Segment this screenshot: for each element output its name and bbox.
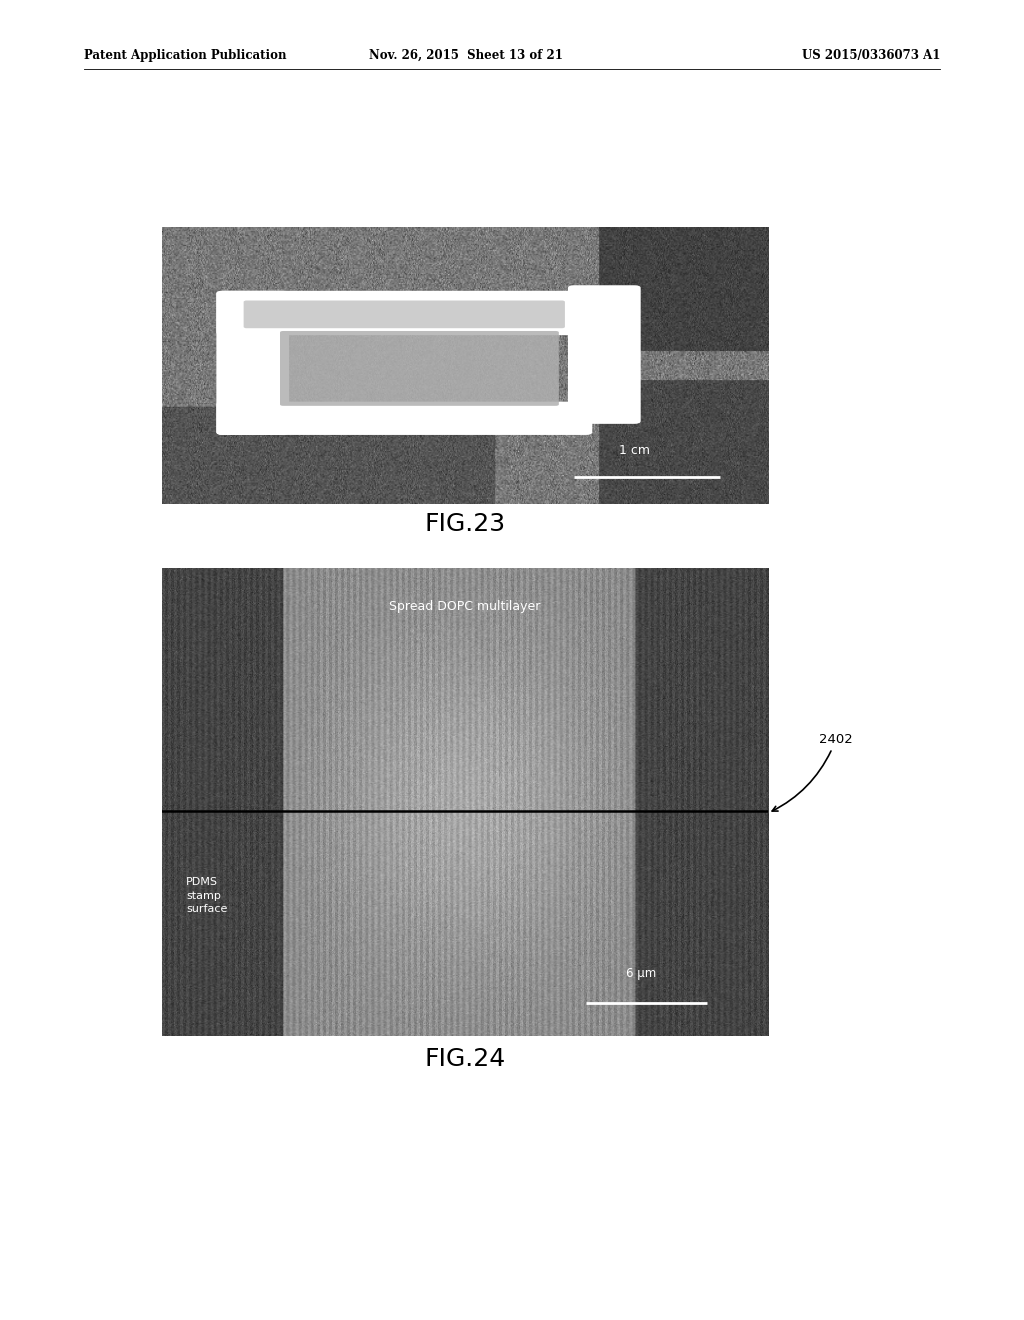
- Text: 6 μm: 6 μm: [626, 968, 655, 979]
- Text: 2402: 2402: [772, 733, 853, 810]
- FancyBboxPatch shape: [216, 290, 289, 436]
- FancyBboxPatch shape: [244, 301, 565, 329]
- Text: Spread DOPC multilayer: Spread DOPC multilayer: [389, 601, 541, 614]
- FancyBboxPatch shape: [586, 338, 623, 393]
- Text: 1 cm: 1 cm: [620, 444, 650, 457]
- Text: Patent Application Publication: Patent Application Publication: [84, 49, 287, 62]
- FancyBboxPatch shape: [568, 285, 641, 424]
- FancyBboxPatch shape: [280, 331, 559, 405]
- Text: FIG.24: FIG.24: [424, 1047, 506, 1071]
- FancyBboxPatch shape: [216, 401, 592, 436]
- Text: Nov. 26, 2015  Sheet 13 of 21: Nov. 26, 2015 Sheet 13 of 21: [369, 49, 563, 62]
- Text: US 2015/0336073 A1: US 2015/0336073 A1: [802, 49, 940, 62]
- Text: FIG.23: FIG.23: [424, 512, 506, 536]
- Text: PDMS
stamp
surface: PDMS stamp surface: [186, 878, 227, 913]
- FancyBboxPatch shape: [216, 290, 592, 335]
